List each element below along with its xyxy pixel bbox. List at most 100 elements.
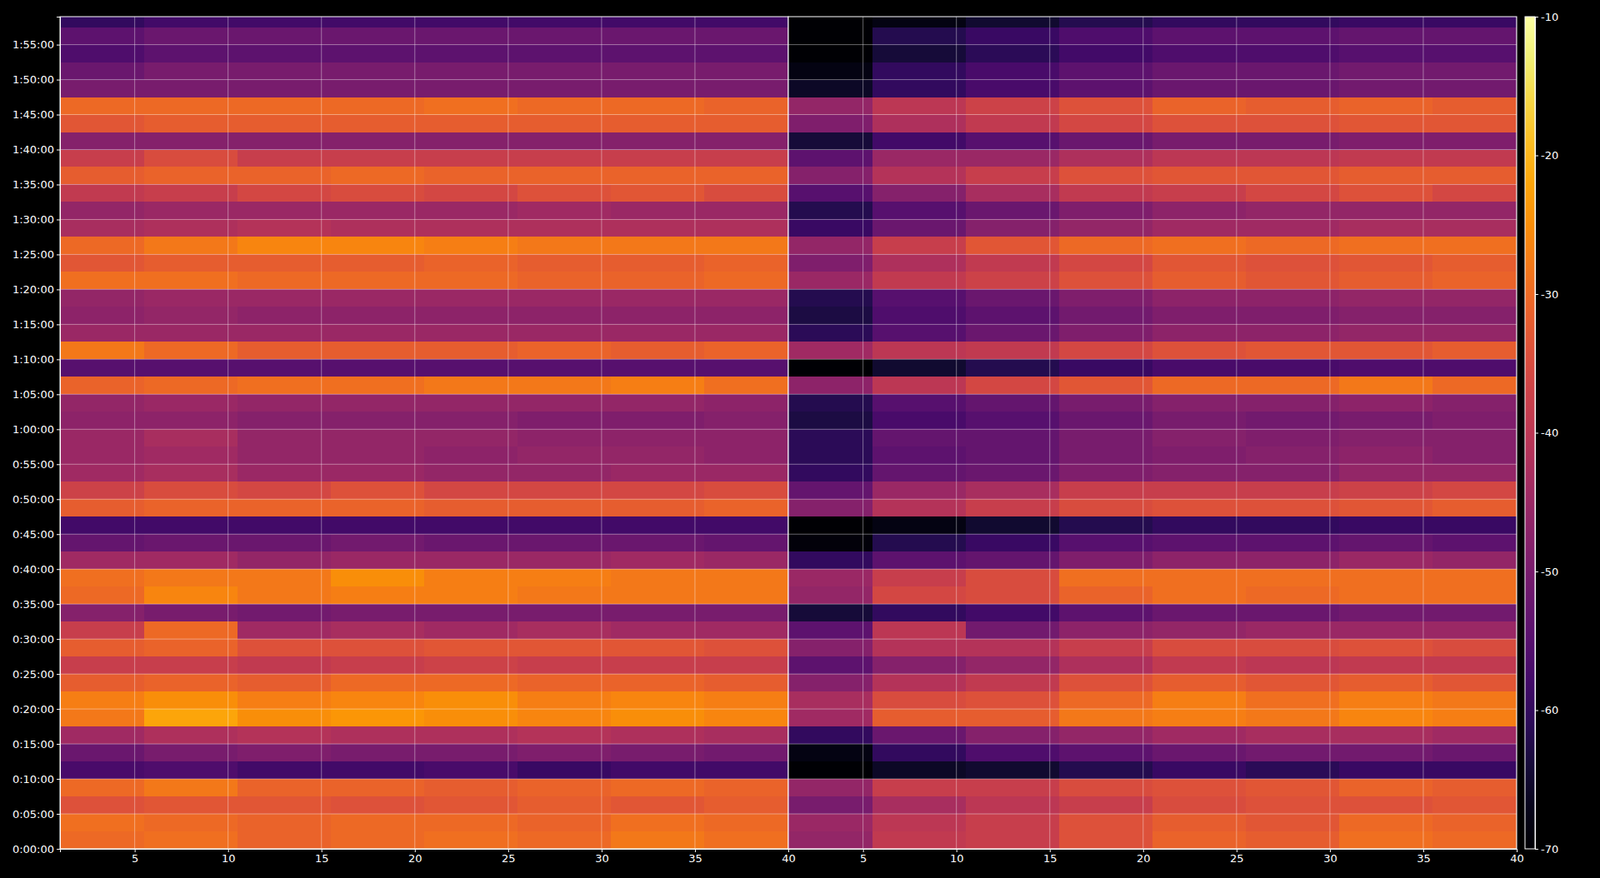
cell [1059,621,1153,640]
cell [1339,132,1433,150]
cell [965,201,1060,220]
grid-line-y [788,79,1517,80]
cell [330,359,425,377]
cell [788,62,873,80]
cell [237,569,331,587]
cell [517,115,611,133]
cell [610,796,705,815]
cell [1339,184,1433,202]
cell [872,674,966,692]
cell [424,289,518,307]
colorbar-tick: -20 [1535,149,1559,162]
cell [60,132,145,150]
cell [610,219,705,237]
cell [1432,814,1517,832]
x-tick-label: 30 [595,852,610,865]
cell [1432,271,1517,290]
grid [788,16,1517,850]
grid-line-y [788,359,1517,360]
cell [965,796,1060,815]
cell [60,80,145,98]
cell [788,621,873,640]
cell [965,132,1060,150]
cell [1432,62,1517,80]
colorbar-tick-mark [1535,571,1539,573]
cell [1152,376,1246,395]
cell [144,324,238,342]
cell [144,219,238,237]
cell [144,779,238,797]
cell [1152,814,1246,832]
cell [872,236,966,255]
cell [965,394,1060,412]
cell [237,166,331,185]
cell [965,254,1060,272]
cell [330,324,425,342]
y-tick-mark [56,674,60,675]
cell [704,80,789,98]
cell [872,534,966,552]
cell [1432,376,1517,395]
cell [424,761,518,780]
cell [517,27,611,45]
cell [330,271,425,290]
cell [144,796,238,815]
x-tick-label: 40 [1510,852,1525,865]
cell [330,621,425,640]
cell [788,324,873,342]
cell [1152,551,1246,570]
grid-line-y [60,604,789,605]
cell [517,621,611,640]
cell [1152,446,1246,465]
cell [704,586,789,605]
cell [60,709,145,727]
cell [237,481,331,500]
cell [1432,80,1517,98]
cell [237,115,331,133]
cell [965,569,1060,587]
grid-line-y [788,219,1517,220]
cell [1339,586,1433,605]
x-tick: 25 [1230,849,1245,865]
chart-svg: 5101520253035400:00:000:05:000:10:000:15… [0,0,1600,878]
x-axis-line [60,850,790,854]
colorbar-tick-label: -50 [1540,565,1559,579]
cell [1059,586,1153,605]
cell [704,27,789,45]
cell [610,569,705,587]
y-tick: 1:05:00 [12,388,60,401]
cell [872,97,966,115]
cell [788,45,873,63]
cell [704,166,789,185]
cell [517,219,611,237]
cell [1339,481,1433,500]
cell [788,726,873,745]
grid-line-y [60,254,789,255]
cell [424,569,518,587]
cell [144,201,238,220]
cell [788,796,873,815]
cell [424,16,518,28]
cell [788,411,873,430]
cell [330,394,425,412]
colorbar-tick-label: -70 [1540,843,1559,856]
cell [1245,62,1340,80]
y-tick-mark [56,80,60,81]
grid-line-y [60,184,789,185]
cell [424,814,518,832]
cell [144,132,238,150]
colorbar-tick-mark [1535,155,1539,157]
cell [965,150,1060,168]
cell [144,569,238,587]
cell [1339,27,1433,45]
cell [517,97,611,115]
cell [1339,796,1433,815]
cell [965,779,1060,797]
cell [424,236,518,255]
cell [1152,639,1246,657]
y-tick-label: 1:50:00 [12,73,55,86]
cell [1245,604,1340,622]
cell [872,516,966,535]
cell [1339,201,1433,220]
cell [610,639,705,657]
